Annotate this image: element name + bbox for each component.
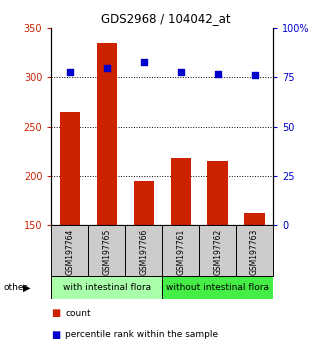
Text: GSM197764: GSM197764 (65, 229, 74, 275)
FancyBboxPatch shape (162, 276, 273, 299)
FancyBboxPatch shape (236, 225, 273, 276)
Bar (170, 158, 191, 225)
Text: without intestinal flora: without intestinal flora (166, 283, 269, 292)
Text: percentile rank within the sample: percentile rank within the sample (65, 330, 218, 339)
Bar (208, 161, 228, 225)
Point (141, 59, 146, 64)
FancyBboxPatch shape (162, 225, 199, 276)
Point (252, 73, 257, 78)
Text: other: other (3, 283, 27, 292)
FancyBboxPatch shape (88, 225, 125, 276)
Text: ■: ■ (51, 308, 61, 318)
FancyBboxPatch shape (199, 225, 236, 276)
Bar (244, 213, 265, 225)
Text: GDS2968 / 104042_at: GDS2968 / 104042_at (101, 12, 230, 25)
Point (104, 65, 109, 70)
Point (67, 69, 72, 74)
Point (178, 69, 183, 74)
Bar (60, 112, 80, 225)
Text: ■: ■ (51, 330, 61, 339)
FancyBboxPatch shape (125, 225, 162, 276)
Text: ▶: ▶ (23, 282, 30, 293)
Text: GSM197763: GSM197763 (250, 229, 259, 275)
Bar (97, 43, 117, 225)
FancyBboxPatch shape (51, 225, 88, 276)
Text: with intestinal flora: with intestinal flora (63, 283, 151, 292)
Text: count: count (65, 309, 91, 318)
Text: GSM197765: GSM197765 (102, 229, 111, 275)
Text: GSM197761: GSM197761 (176, 229, 185, 275)
Text: GSM197766: GSM197766 (139, 229, 148, 275)
FancyBboxPatch shape (51, 276, 162, 299)
Text: GSM197762: GSM197762 (213, 229, 222, 275)
Bar (133, 181, 154, 225)
Point (215, 71, 220, 76)
